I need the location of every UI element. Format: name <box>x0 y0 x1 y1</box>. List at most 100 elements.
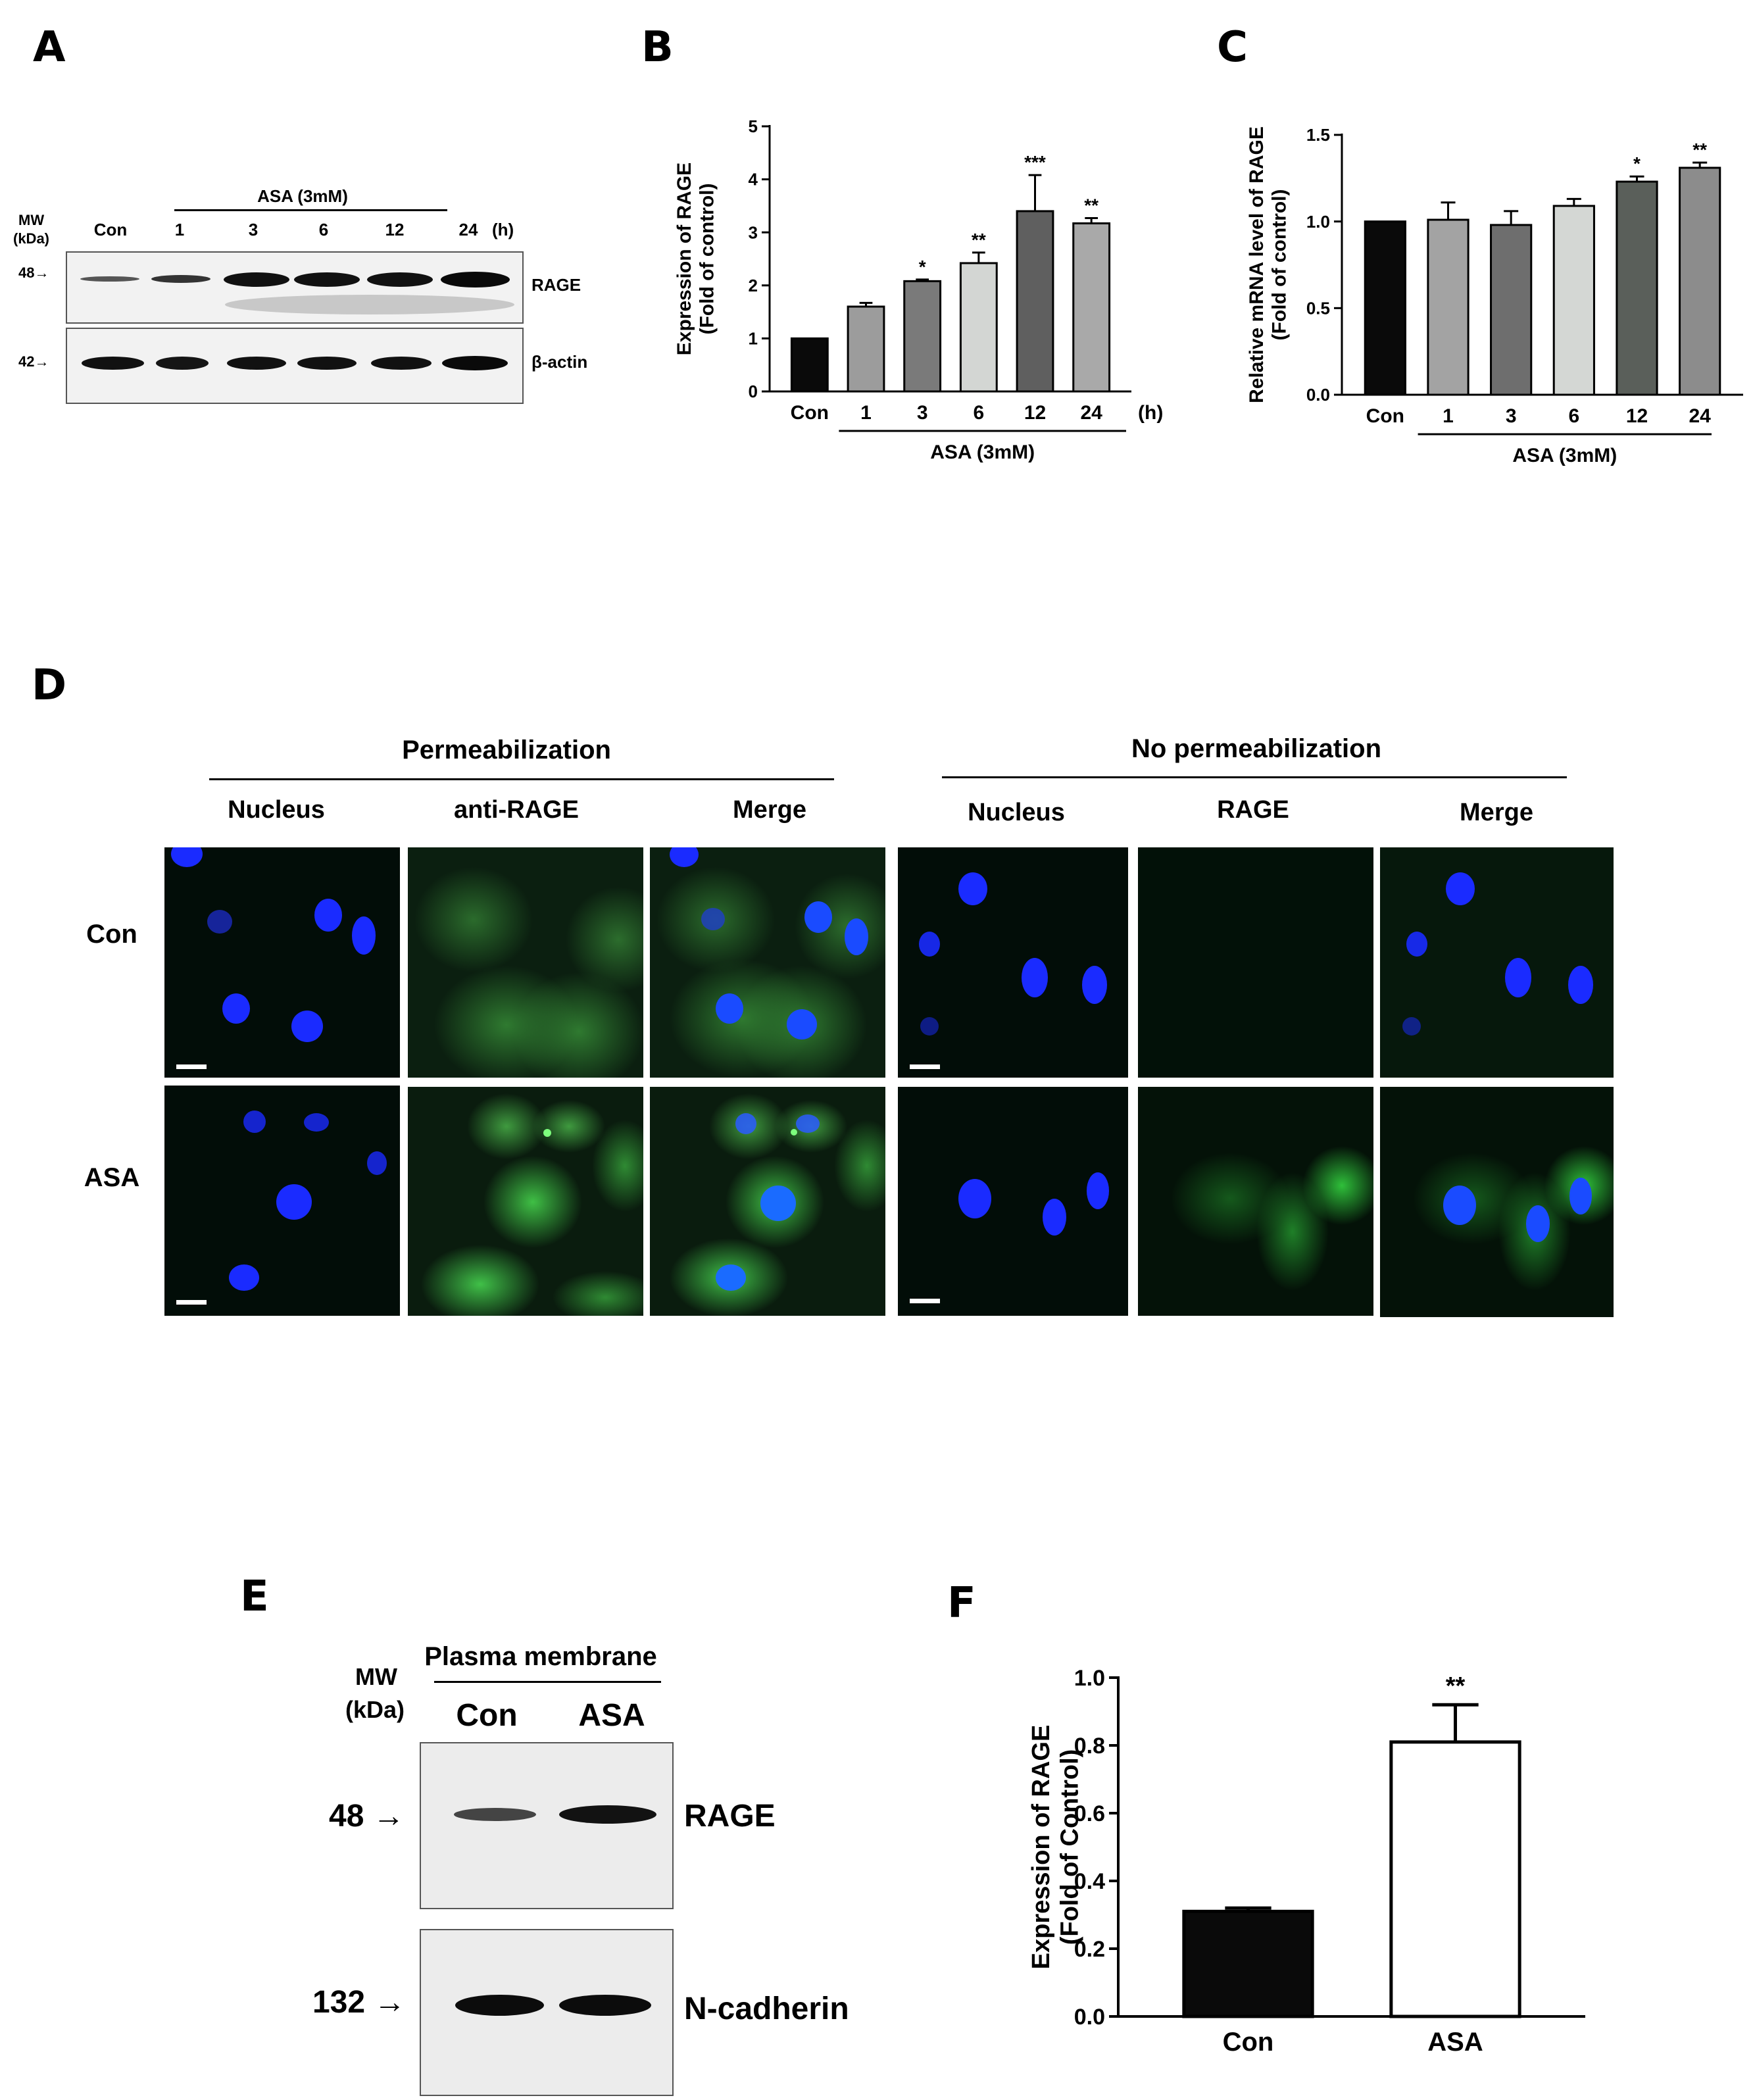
micrograph-asa-noperm-merge <box>1380 1087 1614 1317</box>
bar <box>1552 205 1595 396</box>
scale-bar <box>910 1064 940 1069</box>
significance-label: * <box>1633 153 1641 174</box>
bar <box>959 262 998 393</box>
bar <box>790 337 829 393</box>
micrograph-asa-perm-merge <box>650 1087 885 1316</box>
nucleus <box>796 1114 820 1133</box>
y-tick-label: 3 <box>749 222 758 242</box>
nucleus <box>1569 1178 1592 1214</box>
micrograph-con-noperm-merge <box>1380 847 1614 1078</box>
bar <box>1616 180 1658 396</box>
micrograph-asa-perm-rage <box>408 1087 643 1316</box>
nucleus <box>716 1264 746 1291</box>
actin-blot <box>66 328 524 404</box>
nucleus <box>1406 932 1427 957</box>
nucleus <box>701 908 725 930</box>
blot-band <box>227 357 286 370</box>
nucleus <box>243 1111 266 1133</box>
y-axis-label: Relative mRNA level of RAGE <box>1246 126 1268 403</box>
group-label-no-permeabilization: No permeabilization <box>1131 734 1382 763</box>
treatment-label: ASA (3mM) <box>257 186 348 206</box>
x-tick-label: Con <box>1223 2028 1274 2057</box>
micrograph-con-perm-nucleus <box>164 847 400 1078</box>
x-tick-label: 24 <box>1080 402 1102 424</box>
column-label: Nucleus <box>968 799 1065 826</box>
kda-label: (kDa) <box>13 230 50 247</box>
group-label: ASA (3mM) <box>1512 445 1617 466</box>
nucleus <box>670 847 699 867</box>
column-label: anti-RAGE <box>454 796 579 824</box>
nucleus <box>1043 1199 1066 1236</box>
nucleus <box>920 1017 939 1036</box>
significance-label: ** <box>1084 195 1099 215</box>
nucleus <box>1505 958 1531 997</box>
fraction-header: Plasma membrane <box>424 1642 657 1671</box>
actin-mw-marker: 42→ <box>18 353 49 370</box>
column-label: Merge <box>1460 799 1533 826</box>
x-tick-label: 1 <box>1443 405 1454 427</box>
y-axis-label: (Fold of Control) <box>1056 1749 1084 1945</box>
panel-letter-d: D <box>32 661 67 710</box>
nucleus <box>1022 958 1048 997</box>
bar <box>1016 210 1054 393</box>
nucleus <box>352 916 376 955</box>
nucleus <box>1568 966 1593 1004</box>
row-label: Con <box>86 920 137 949</box>
nucleus <box>919 932 940 957</box>
y-tick-label: 0.2 <box>1074 1937 1105 1962</box>
x-tick-label: 6 <box>973 402 984 424</box>
bar <box>1490 224 1533 396</box>
ncad-mw-marker: 132 → <box>312 1985 406 2020</box>
nucleus <box>735 1113 756 1134</box>
blot-band <box>80 276 139 282</box>
lane-label: 12 <box>385 220 405 239</box>
rage-blot-label: RAGE <box>684 1799 776 1834</box>
x-tick-label: 24 <box>1689 405 1711 427</box>
nucleus <box>1526 1205 1550 1242</box>
y-tick-label: 0.0 <box>1306 385 1330 405</box>
y-tick-label: 5 <box>749 116 758 136</box>
group-underline <box>942 776 1567 778</box>
x-unit-label: (h) <box>1138 402 1163 424</box>
mw-label: MW <box>18 212 45 228</box>
nucleus <box>229 1264 259 1291</box>
scale-bar <box>176 1300 207 1305</box>
nucleus <box>291 1011 323 1042</box>
bar <box>1679 166 1721 396</box>
rage-aggregate <box>543 1129 551 1137</box>
chart-f: 0.0 0.2 0.4 0.6 0.8 1.0 Expression of RAGE (Fol… <box>1027 1666 1585 2057</box>
lane-label: 3 <box>248 220 259 239</box>
rage-blot <box>66 251 524 324</box>
y-tick-label: 1 <box>749 329 758 349</box>
nucleus <box>1402 1017 1421 1036</box>
panel-letter-b: B <box>641 23 674 72</box>
significance-label: * <box>919 257 926 277</box>
significance-label: ** <box>972 230 986 250</box>
nucleus <box>207 910 232 934</box>
lane-label: Con <box>93 220 128 239</box>
panel-letter-e: E <box>240 1572 269 1621</box>
y-tick-label: 0.8 <box>1074 1734 1105 1759</box>
bar <box>1364 220 1406 396</box>
nucleus <box>1446 872 1475 905</box>
nucleus <box>787 1009 817 1039</box>
x-tick-label: ASA <box>1427 2028 1483 2057</box>
lane-label: 6 <box>318 220 329 239</box>
panel-letter-c: C <box>1217 23 1248 72</box>
nucleus <box>845 918 868 955</box>
bar <box>1072 222 1111 393</box>
treatment-bracket <box>174 209 447 211</box>
blot-band <box>82 357 144 370</box>
blot-band <box>454 1808 536 1821</box>
kda-label: (kDa) <box>345 1696 405 1723</box>
significance-label: ** <box>1446 1672 1466 1700</box>
chart-c: 0.0 0.5 1.0 1.5 Relative mRNA level of RAGE(… <box>1246 125 1743 466</box>
blot-smear <box>225 295 514 314</box>
scale-bar <box>910 1299 940 1303</box>
nucleus <box>304 1113 329 1132</box>
micrograph-asa-perm-nucleus <box>164 1086 400 1316</box>
blot-band <box>371 357 432 370</box>
nucleus <box>1082 966 1107 1004</box>
x-tick-label: 6 <box>1568 405 1579 427</box>
